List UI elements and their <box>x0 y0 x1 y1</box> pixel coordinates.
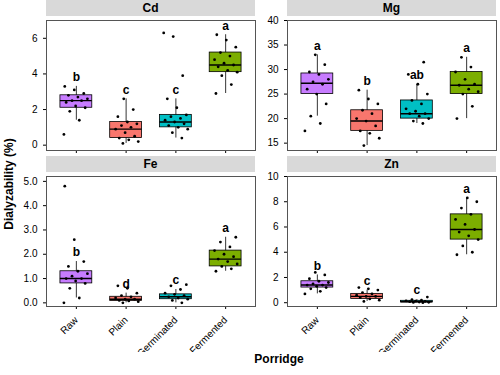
html-text:Mg: Mg <box>382 1 401 15</box>
svg-text:Plain: Plain <box>347 314 371 338</box>
svg-text:15: 15 <box>267 137 279 148</box>
svg-text:25: 25 <box>267 88 279 99</box>
svg-text:a: a <box>463 182 470 196</box>
svg-text:30: 30 <box>267 64 279 75</box>
svg-text:c: c <box>123 83 130 97</box>
svg-text:Raw: Raw <box>58 314 80 336</box>
svg-text:1.0: 1.0 <box>24 273 38 284</box>
svg-text:c: c <box>414 283 421 297</box>
svg-text:3.0: 3.0 <box>24 224 38 235</box>
svg-text:b: b <box>73 70 80 84</box>
svg-text:8: 8 <box>273 196 279 207</box>
svg-text:Fermented: Fermented <box>428 314 470 352</box>
svg-text:d: d <box>122 277 129 291</box>
svg-text:6: 6 <box>273 221 279 232</box>
html-text:Cd: Cd <box>142 1 159 15</box>
svg-text:Germinated: Germinated <box>376 314 421 352</box>
svg-text:a: a <box>222 221 229 235</box>
svg-text:c: c <box>173 83 180 97</box>
svg-text:2.0: 2.0 <box>24 248 38 259</box>
html-text:Fe: Fe <box>143 157 158 171</box>
svg-text:b: b <box>363 74 370 88</box>
svg-text:c: c <box>364 274 371 288</box>
svg-text:b: b <box>73 245 80 259</box>
svg-text:20: 20 <box>267 113 279 124</box>
svg-text:a: a <box>314 39 321 53</box>
svg-text:4: 4 <box>32 68 38 79</box>
svg-text:ab: ab <box>410 68 424 82</box>
svg-text:a: a <box>463 41 470 55</box>
svg-text:4: 4 <box>273 246 279 257</box>
svg-text:2: 2 <box>32 104 38 115</box>
svg-text:5.0: 5.0 <box>24 176 38 187</box>
svg-text:2: 2 <box>273 272 279 283</box>
svg-text:6: 6 <box>32 33 38 44</box>
svg-text:Fermented: Fermented <box>187 314 229 352</box>
svg-text:10: 10 <box>267 172 279 182</box>
svg-text:0: 0 <box>32 139 38 150</box>
svg-text:Raw: Raw <box>299 314 321 336</box>
svg-text:0.0: 0.0 <box>24 297 38 308</box>
svg-text:c: c <box>173 273 180 287</box>
svg-text:Plain: Plain <box>106 314 130 338</box>
svg-text:35: 35 <box>267 39 279 50</box>
svg-text:4.0: 4.0 <box>24 200 38 211</box>
svg-text:0: 0 <box>273 297 279 308</box>
svg-text:Germinated: Germinated <box>135 314 180 352</box>
svg-text:40: 40 <box>267 16 279 26</box>
html-text:Zn: Zn <box>384 157 399 171</box>
svg-text:a: a <box>222 19 229 33</box>
html-text:Porridge: Porridge <box>254 352 304 366</box>
svg-text:b: b <box>314 259 321 273</box>
html-text:Dialyzability (%): Dialyzability (%) <box>2 138 16 230</box>
